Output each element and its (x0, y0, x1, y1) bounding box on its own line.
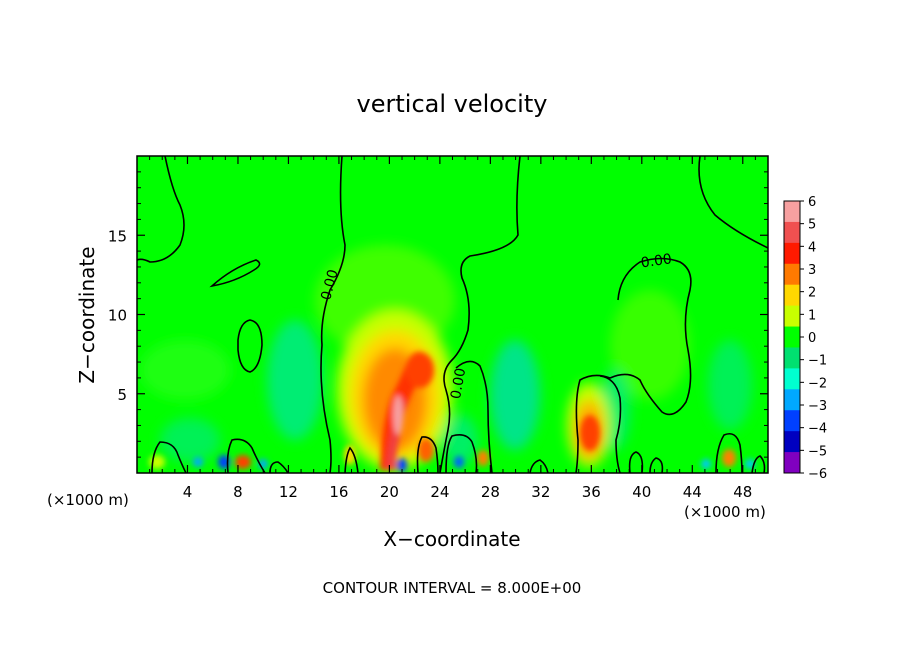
colorbar-swatch (784, 410, 800, 432)
weak-downdraft-region (708, 340, 752, 430)
x-unit-left: (×1000 m) (47, 491, 129, 509)
contour-line (715, 432, 743, 473)
colorbar-label: 2 (808, 286, 816, 301)
x-tick-label: 4 (183, 483, 193, 501)
contour-line (151, 441, 187, 473)
contour-line (237, 319, 263, 373)
colorbar-label: −6 (808, 467, 827, 482)
x-tick-label: 44 (683, 483, 702, 501)
contour-labels: 0.00 0.00 0.00 (318, 251, 673, 400)
weak-updraft-region (610, 290, 690, 400)
x-axis-label: X−coordinate (383, 527, 520, 551)
surface-updraft (235, 455, 251, 469)
weak-downdraft-region (267, 320, 323, 440)
x-tick-label: 8 (233, 483, 243, 501)
y-tick-label: 15 (108, 227, 127, 245)
contour-label: 0.00 (318, 268, 342, 302)
x-tick-label: 28 (481, 483, 500, 501)
field-shading (140, 245, 755, 472)
contour-line (529, 459, 549, 473)
contour-line (751, 455, 766, 473)
contour-line (344, 446, 359, 473)
colorbar-label: −2 (808, 376, 827, 391)
y-axis-label: Z−coordinate (75, 246, 99, 383)
contour-line (269, 461, 289, 473)
surface-downdraft (397, 458, 407, 472)
colorbar-swatch (784, 389, 800, 411)
contour-line (628, 451, 644, 473)
colorbar-label: −4 (808, 422, 827, 437)
colorbar-label: −1 (808, 354, 827, 369)
surface-downdraft (454, 456, 464, 468)
contour-label: 0.00 (640, 251, 673, 271)
contour-line (599, 375, 622, 473)
x-tick-label: 20 (380, 483, 399, 501)
surface-updraft (722, 449, 736, 467)
x-tick-label: 36 (582, 483, 601, 501)
x-tick-label: 32 (531, 483, 550, 501)
chart-title: vertical velocity (357, 90, 548, 118)
colorbar-label: 4 (808, 240, 816, 255)
colorbar-swatch (784, 452, 800, 474)
contour-label: 0.00 (448, 367, 469, 400)
contour-interval-footer: CONTOUR INTERVAL = 8.000E+00 (323, 579, 582, 597)
colorbar-swatch (784, 284, 800, 307)
contour-line (445, 434, 478, 473)
contour-line (137, 156, 185, 263)
x-tick-label: 40 (632, 483, 651, 501)
colorbar-swatch (784, 263, 800, 286)
colorbar-swatch (784, 305, 800, 328)
y-axis: 5 10 15 (108, 171, 768, 458)
colorbar: 6 5 4 3 2 1 0 −1 −2 −3 −4 −5 −6 (783, 195, 827, 482)
x-tick-label: 12 (279, 483, 298, 501)
contour-line (649, 457, 664, 473)
upper-lobe-updraft (406, 352, 434, 388)
surface-downdraft (701, 459, 711, 469)
y-tick-label: 10 (108, 307, 127, 325)
colorbar-swatch (784, 431, 800, 453)
colorbar-swatch (784, 201, 800, 223)
contour-line (209, 259, 261, 288)
colorbar-label: 6 (808, 195, 816, 210)
right-updraft-core (580, 415, 600, 451)
colorbar-label: 3 (808, 263, 816, 278)
colorbar-label: 5 (808, 218, 816, 233)
contour-line (455, 360, 493, 473)
x-unit-right: (×1000 m) (684, 503, 766, 521)
colorbar-label: 1 (808, 308, 816, 323)
x-tick-label: 24 (430, 483, 449, 501)
x-tick-label: 48 (733, 483, 752, 501)
main-updraft-peak-center (393, 395, 403, 435)
weak-downdraft-region (160, 418, 220, 462)
x-axis: 4 8 12 16 20 24 28 32 36 40 44 48 (149, 156, 756, 501)
x-tick-label: 16 (329, 483, 348, 501)
y-tick-label: 5 (117, 386, 127, 404)
contour-line (698, 156, 768, 249)
colorbar-label: −5 (808, 444, 827, 459)
colorbar-swatch (784, 368, 800, 390)
surface-updraft (418, 438, 434, 462)
colorbar-label: 0 (808, 331, 816, 346)
surface-downdraft (193, 457, 203, 467)
colorbar-swatch (784, 347, 800, 369)
contour-line (416, 436, 439, 473)
weak-updraft-region (140, 340, 230, 400)
weak-downdraft-region (490, 340, 540, 450)
colorbar-label: −3 (808, 399, 827, 414)
contour-line (575, 257, 692, 473)
contour-line (439, 156, 521, 473)
surface-updraft (477, 450, 489, 466)
contour-line (226, 438, 266, 473)
colorbar-swatch (784, 221, 800, 244)
colorbar-swatch (784, 326, 800, 348)
contour-line (320, 156, 346, 473)
weak-downdraft-region (442, 415, 478, 465)
zero-contours (137, 156, 768, 473)
colorbar-swatch (784, 242, 800, 265)
